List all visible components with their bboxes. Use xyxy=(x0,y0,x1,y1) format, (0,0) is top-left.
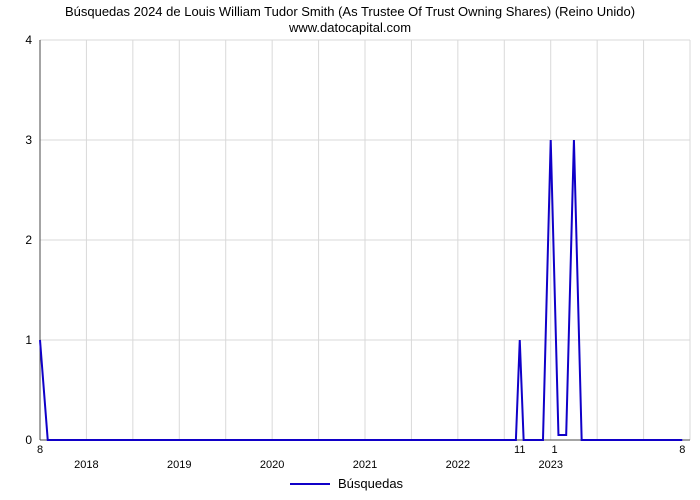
x-year-label: 2023 xyxy=(538,459,562,471)
chart-title-line1: Búsquedas 2024 de Louis William Tudor Sm… xyxy=(65,4,635,19)
x-year-label: 2019 xyxy=(167,459,191,471)
chart-title-line2: www.datocapital.com xyxy=(288,20,411,35)
x-year-label: 2022 xyxy=(446,459,470,471)
x-year-label: 2018 xyxy=(74,459,98,471)
legend-label: Búsquedas xyxy=(338,476,404,491)
x-year-label: 2020 xyxy=(260,459,284,471)
y-tick-label: 4 xyxy=(25,33,32,47)
x-spike-label: 11 xyxy=(514,444,525,456)
y-tick-label: 3 xyxy=(25,133,32,147)
y-tick-label: 1 xyxy=(25,333,32,347)
line-chart: 0123420182019202020212022202381118Búsque… xyxy=(0,0,700,500)
x-spike-label: 8 xyxy=(679,444,685,456)
x-year-label: 2021 xyxy=(353,459,377,471)
chart-bg xyxy=(0,0,700,500)
x-spike-label: 1 xyxy=(552,444,558,456)
y-tick-label: 0 xyxy=(25,433,32,447)
x-spike-label: 8 xyxy=(37,444,43,456)
y-tick-label: 2 xyxy=(25,233,32,247)
chart-container: 0123420182019202020212022202381118Búsque… xyxy=(0,0,700,500)
